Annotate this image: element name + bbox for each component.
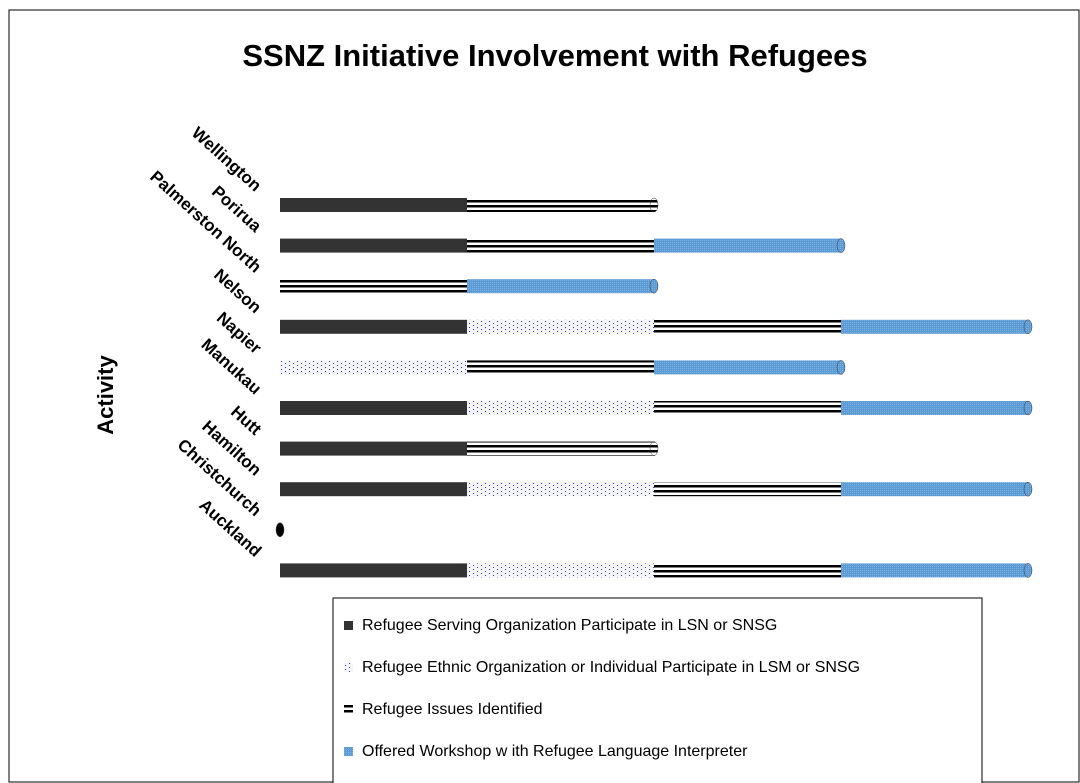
bar-segment <box>467 319 654 334</box>
legend-label: Refugee Serving Organization Participate… <box>362 617 777 634</box>
legend-swatch <box>344 663 353 672</box>
bar-segment <box>280 279 467 294</box>
bar-segment <box>654 360 841 375</box>
bar-segment <box>280 563 467 578</box>
bar-segment <box>280 319 467 334</box>
bar-segment <box>654 401 841 415</box>
chart-title: SSNZ Initiative Involvement with Refugee… <box>242 38 867 73</box>
bar-cap <box>836 360 846 375</box>
bar-segment <box>841 563 1028 578</box>
bar-cap <box>649 197 659 213</box>
bar-cap <box>1023 481 1033 497</box>
bar-segment <box>467 238 654 253</box>
bar-segment <box>280 441 467 456</box>
bar-cap <box>649 278 659 294</box>
bar-segment <box>467 563 654 578</box>
legend-label: Refugee Ethnic Organization or Individua… <box>362 659 860 676</box>
bar-segment <box>654 482 841 497</box>
bar-segment <box>654 563 841 578</box>
bar-segment <box>654 238 841 253</box>
bar-segment <box>841 482 1028 497</box>
legend-swatch <box>344 621 353 630</box>
bar-segment <box>467 360 654 375</box>
legend-label: Offered Workshop w ith Refugee Language … <box>362 743 748 760</box>
bar-cap <box>1023 563 1033 578</box>
bar-segment <box>280 198 467 212</box>
legend-box <box>332 597 983 783</box>
bar-segment <box>467 441 654 456</box>
bar-segment <box>841 319 1028 334</box>
legend-swatch <box>344 747 353 756</box>
bar-segment <box>467 401 654 415</box>
bar-cap <box>836 238 846 253</box>
bar-cap <box>1023 319 1033 335</box>
bar-segment <box>280 360 467 375</box>
bar-cap <box>275 522 285 538</box>
bar-segment <box>467 198 654 212</box>
bar-cap <box>1023 400 1033 416</box>
bar-segment <box>841 401 1028 415</box>
bar-segment <box>467 279 654 294</box>
bar-segment <box>654 319 841 334</box>
legend-swatch <box>344 705 353 714</box>
bar-cap <box>649 441 659 456</box>
bar-segment <box>280 482 467 497</box>
y-axis-label: Activity <box>93 355 118 435</box>
bar-segment <box>467 482 654 497</box>
bar-segment <box>280 401 467 415</box>
bar-segment <box>280 238 467 253</box>
legend-label: Refugee Issues Identified <box>362 701 543 718</box>
